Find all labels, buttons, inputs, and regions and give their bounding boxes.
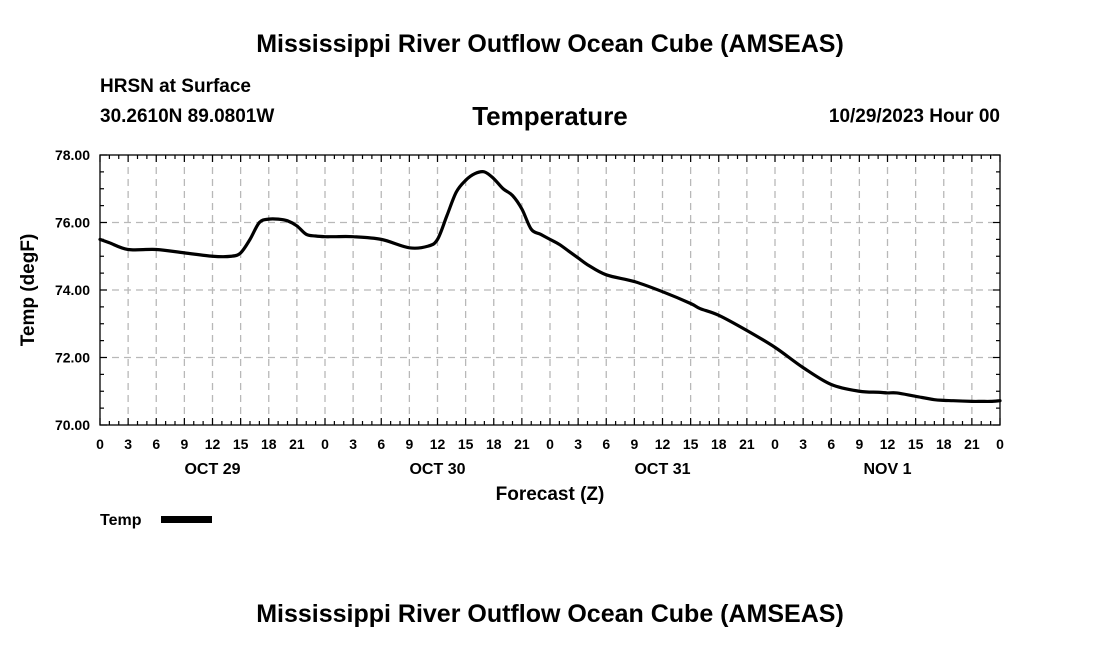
forecast-datetime: 10/29/2023 Hour 00 <box>828 106 1000 127</box>
x-tick-label: 21 <box>964 436 980 452</box>
x-tick-label: 0 <box>546 436 554 452</box>
x-tick-label: 3 <box>349 436 357 452</box>
x-day-label: OCT 29 <box>184 461 240 478</box>
y-tick-label: 72.00 <box>55 350 90 366</box>
temp-series-line <box>98 169 1002 404</box>
x-tick-label: 9 <box>855 436 863 452</box>
temperature-chart: 70.00 72.00 74.00 76.00 78.00 0 3 6 9 12 15 18 21 0 3 6… <box>18 147 1004 529</box>
x-tick-label: 21 <box>739 436 755 452</box>
legend-swatch <box>161 516 212 523</box>
x-tick-label: 6 <box>602 436 610 452</box>
y-axis-title: Temp (degF) <box>18 234 39 347</box>
x-tick-label: 0 <box>96 436 104 452</box>
y-tick-label: 76.00 <box>55 215 90 231</box>
x-tick-label: 15 <box>458 436 474 452</box>
x-tick-label: 15 <box>908 436 924 452</box>
x-tick-label: 3 <box>799 436 807 452</box>
x-tick-label: 12 <box>205 436 221 452</box>
x-tick-label: 18 <box>711 436 727 452</box>
x-day-label: OCT 30 <box>409 461 465 478</box>
x-tick-label: 0 <box>996 436 1004 452</box>
x-tick-label: 18 <box>486 436 502 452</box>
x-day-label: NOV 1 <box>863 461 911 478</box>
x-tick-label: 12 <box>430 436 446 452</box>
page-title: Mississippi River Outflow Ocean Cube (AM… <box>256 30 844 58</box>
x-tick-label: 12 <box>880 436 896 452</box>
station-coordinates: 30.2610N 89.0801W <box>100 106 275 127</box>
legend-label: Temp <box>100 512 142 529</box>
x-tick-label: 12 <box>655 436 671 452</box>
x-tick-label: 18 <box>936 436 952 452</box>
y-tick-label: 78.00 <box>55 147 90 163</box>
x-day-label: OCT 31 <box>634 461 690 478</box>
x-tick-label: 15 <box>233 436 249 452</box>
x-tick-label: 15 <box>683 436 699 452</box>
x-tick-label: 21 <box>289 436 305 452</box>
y-tick-label: 74.00 <box>55 282 90 298</box>
x-axis-title: Forecast (Z) <box>496 484 605 505</box>
x-tick-label: 18 <box>261 436 277 452</box>
x-tick-label: 21 <box>514 436 530 452</box>
x-tick-label: 3 <box>574 436 582 452</box>
y-tick-label: 70.00 <box>55 417 90 433</box>
x-tick-label: 0 <box>771 436 779 452</box>
station-label: HRSN at Surface <box>100 76 251 97</box>
x-tick-label: 3 <box>124 436 132 452</box>
x-tick-label: 9 <box>180 436 188 452</box>
x-tick-label: 6 <box>377 436 385 452</box>
chart-title: Temperature <box>472 101 628 131</box>
x-tick-label: 6 <box>152 436 160 452</box>
x-tick-label: 9 <box>405 436 413 452</box>
x-tick-label: 9 <box>630 436 638 452</box>
x-tick-label: 6 <box>827 436 835 452</box>
bottom-title: Mississippi River Outflow Ocean Cube (AM… <box>256 600 844 628</box>
x-tick-label: 0 <box>321 436 329 452</box>
